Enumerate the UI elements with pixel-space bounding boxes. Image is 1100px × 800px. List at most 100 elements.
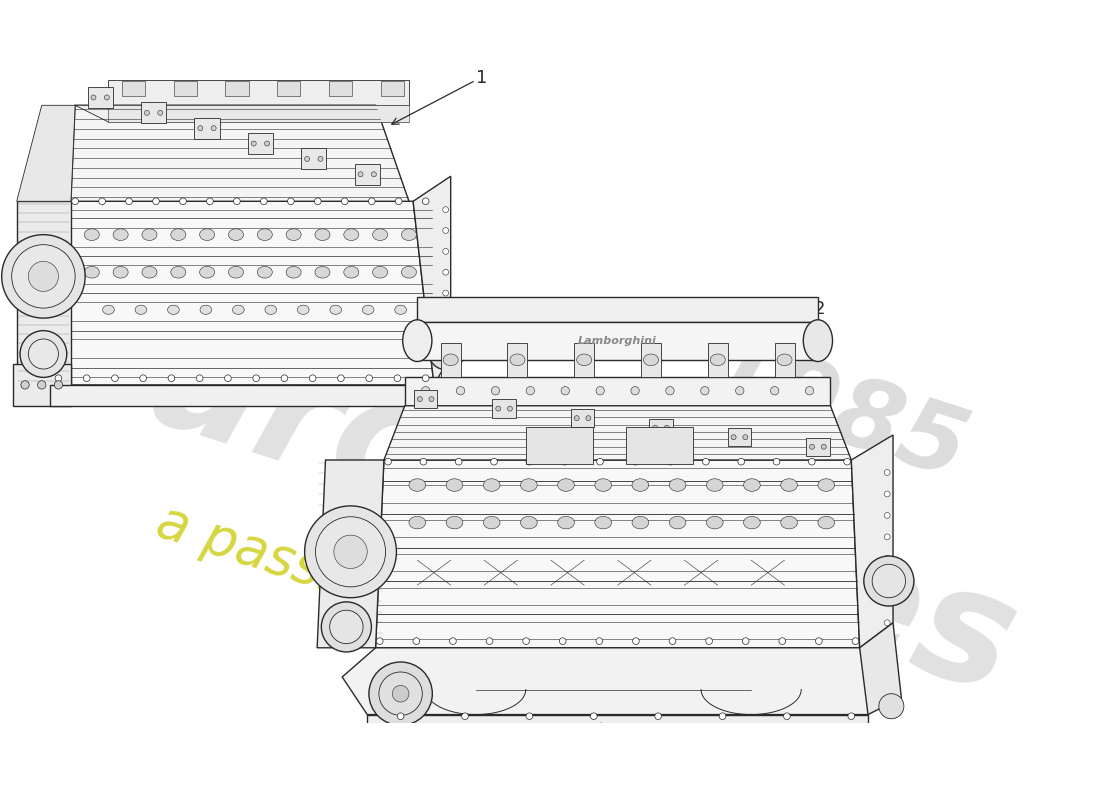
Circle shape	[333, 535, 367, 569]
Polygon shape	[70, 106, 409, 202]
Ellipse shape	[818, 478, 835, 491]
Ellipse shape	[102, 305, 114, 314]
Ellipse shape	[595, 516, 612, 529]
Ellipse shape	[170, 229, 186, 241]
Ellipse shape	[167, 305, 179, 314]
Polygon shape	[774, 343, 794, 377]
Circle shape	[417, 397, 422, 402]
Circle shape	[358, 172, 363, 177]
Ellipse shape	[706, 516, 723, 529]
Circle shape	[157, 110, 163, 115]
Ellipse shape	[781, 516, 798, 529]
Circle shape	[144, 110, 150, 115]
Circle shape	[429, 397, 434, 402]
Circle shape	[848, 713, 855, 719]
Circle shape	[719, 713, 726, 719]
Ellipse shape	[409, 478, 426, 491]
Circle shape	[338, 375, 344, 382]
Polygon shape	[441, 343, 461, 377]
Circle shape	[455, 458, 462, 465]
Circle shape	[224, 375, 231, 382]
Ellipse shape	[669, 478, 686, 491]
Circle shape	[450, 638, 456, 645]
Ellipse shape	[286, 266, 301, 278]
Polygon shape	[367, 714, 868, 731]
Ellipse shape	[315, 229, 330, 241]
Ellipse shape	[781, 478, 798, 491]
Ellipse shape	[344, 266, 359, 278]
Circle shape	[376, 638, 383, 645]
Circle shape	[21, 381, 30, 389]
Circle shape	[872, 564, 905, 598]
Ellipse shape	[520, 516, 537, 529]
Circle shape	[703, 458, 710, 465]
Circle shape	[884, 470, 890, 475]
Circle shape	[428, 333, 465, 370]
Circle shape	[884, 534, 890, 540]
Ellipse shape	[297, 305, 309, 314]
Circle shape	[596, 638, 603, 645]
Circle shape	[664, 425, 670, 430]
Polygon shape	[51, 202, 435, 385]
Circle shape	[844, 458, 850, 465]
Circle shape	[560, 638, 566, 645]
Circle shape	[378, 672, 422, 715]
Polygon shape	[595, 723, 607, 736]
Circle shape	[779, 638, 785, 645]
Circle shape	[822, 444, 826, 450]
Ellipse shape	[402, 266, 417, 278]
Circle shape	[20, 330, 67, 378]
Circle shape	[574, 416, 580, 421]
Circle shape	[526, 458, 532, 465]
Circle shape	[168, 375, 175, 382]
Circle shape	[652, 425, 658, 430]
Ellipse shape	[818, 516, 835, 529]
Circle shape	[443, 270, 449, 275]
Circle shape	[91, 95, 96, 100]
Polygon shape	[405, 377, 830, 406]
Circle shape	[852, 638, 859, 645]
Bar	[174, 81, 197, 96]
Polygon shape	[507, 343, 528, 377]
Circle shape	[668, 458, 674, 465]
Circle shape	[282, 375, 288, 382]
Circle shape	[421, 386, 430, 395]
Bar	[728, 428, 751, 446]
Circle shape	[443, 290, 449, 296]
Text: a passion for: a passion for	[151, 495, 490, 650]
Circle shape	[884, 620, 890, 626]
Circle shape	[526, 386, 535, 395]
Circle shape	[309, 375, 316, 382]
Ellipse shape	[229, 266, 243, 278]
Ellipse shape	[777, 354, 792, 366]
Circle shape	[632, 638, 639, 645]
Circle shape	[586, 416, 591, 421]
Circle shape	[287, 198, 294, 205]
Ellipse shape	[402, 229, 417, 241]
Circle shape	[443, 227, 449, 234]
Ellipse shape	[443, 354, 459, 366]
Ellipse shape	[170, 266, 186, 278]
Polygon shape	[851, 435, 893, 648]
Ellipse shape	[142, 229, 157, 241]
Circle shape	[738, 458, 745, 465]
Ellipse shape	[362, 305, 374, 314]
Circle shape	[669, 638, 675, 645]
Circle shape	[420, 458, 427, 465]
Ellipse shape	[229, 229, 243, 241]
Circle shape	[305, 506, 396, 598]
Circle shape	[736, 386, 744, 395]
Polygon shape	[16, 202, 70, 385]
Polygon shape	[12, 364, 70, 406]
Circle shape	[179, 198, 186, 205]
Circle shape	[486, 638, 493, 645]
Circle shape	[393, 686, 409, 702]
Circle shape	[153, 198, 159, 205]
Circle shape	[265, 141, 269, 146]
Circle shape	[54, 381, 63, 389]
Circle shape	[72, 198, 78, 205]
Ellipse shape	[632, 516, 649, 529]
Ellipse shape	[403, 320, 432, 362]
Bar	[277, 81, 300, 96]
Circle shape	[773, 458, 780, 465]
